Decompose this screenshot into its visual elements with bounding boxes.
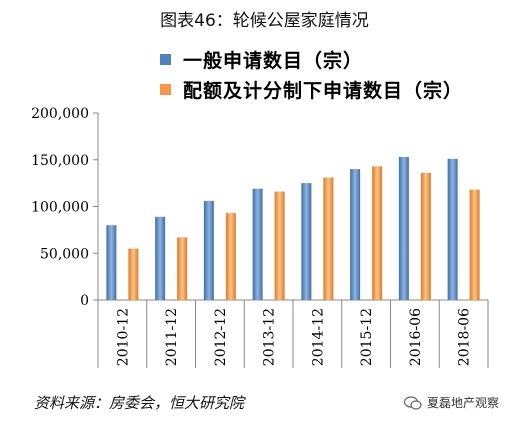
x-tick-label: 2014-12 [310, 308, 326, 366]
watermark-text: 夏磊地产观察 [427, 396, 500, 410]
legend-item-general: 一般申请数目（宗） [160, 44, 463, 74]
bar-general-applications [106, 225, 117, 300]
x-tick-label: 2013-12 [262, 308, 278, 366]
bar-general-applications [398, 156, 409, 300]
source-note: 资料来源：房委会，恒大研究院 [34, 394, 245, 412]
bar-quota-applications [177, 237, 188, 300]
y-tick-label: 150,000 [31, 153, 89, 169]
bar-general-applications [447, 158, 458, 300]
bar-general-applications [301, 183, 312, 300]
bar-quota-applications [323, 177, 334, 300]
bar-general-applications [350, 169, 361, 300]
x-tick-label: 2010-12 [115, 308, 131, 366]
bar-general-applications [252, 188, 263, 300]
x-tick-label: 2011-12 [164, 308, 180, 366]
legend-label-quota: 配额及计分制下申请数目（宗） [183, 79, 464, 102]
bar-quota-applications [225, 213, 236, 300]
bar-quota-applications [128, 248, 139, 300]
legend-swatch-quota [160, 83, 171, 95]
x-tick-label: 2016-06 [408, 308, 424, 366]
y-tick-label: 100,000 [31, 200, 89, 216]
legend: 一般申请数目（宗） 配额及计分制下申请数目（宗） [160, 44, 463, 104]
bar-quota-applications [420, 172, 431, 300]
bar-general-applications [203, 200, 214, 300]
x-tick-label: 2015-12 [359, 308, 375, 366]
legend-item-quota: 配额及计分制下申请数目（宗） [160, 74, 463, 104]
bar-quota-applications [274, 191, 285, 300]
y-tick-label: 200,000 [31, 106, 89, 122]
y-tick-label: 0 [80, 293, 89, 309]
y-tick-label: 50,000 [40, 246, 89, 262]
watermark: 夏磊地产观察 [404, 394, 499, 411]
wechat-icon [404, 395, 422, 410]
chart-title: 图表46：轮候公屋家庭情况 [160, 11, 369, 31]
legend-label-general: 一般申请数目（宗） [183, 49, 364, 72]
bar-quota-applications [469, 189, 480, 300]
x-tick-label: 2018-06 [457, 308, 473, 366]
bar-quota-applications [372, 166, 383, 300]
bar-general-applications [155, 216, 166, 300]
legend-swatch-general [160, 53, 171, 65]
x-tick-label: 2012-12 [213, 308, 229, 366]
